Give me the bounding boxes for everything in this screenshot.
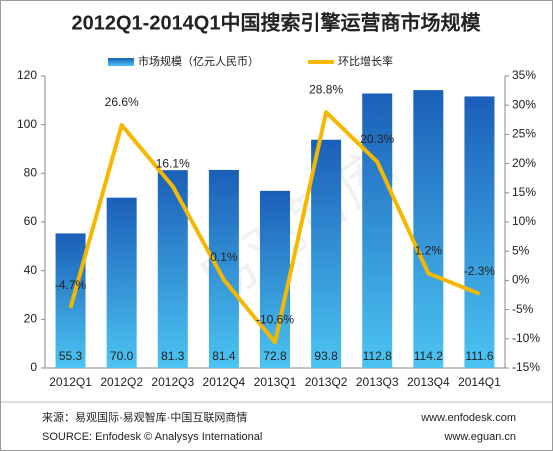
line-value-label: 26.6% [105, 95, 139, 109]
line [68, 110, 481, 345]
y2-tick-label: 0% [512, 273, 530, 287]
x-tick-label: 2014Q1 [458, 375, 501, 389]
url: www.eguan.cn [443, 431, 516, 443]
bar-value-label: 114.2 [414, 349, 443, 363]
bar-value-label: 81.3 [161, 349, 185, 363]
x-tick-label: 2012Q4 [203, 375, 246, 389]
line-value-label: 0.1% [210, 250, 238, 264]
x-tick-label: 2012Q3 [151, 375, 194, 389]
x-tick-label: 2013Q3 [356, 375, 399, 389]
x-tick-label: 2012Q2 [100, 375, 143, 389]
y2-tick-label: 10% [512, 214, 536, 228]
line-value-label: 1.2% [415, 244, 443, 258]
y-tick-label: 60 [24, 214, 38, 228]
y-tick-label: 120 [17, 68, 37, 82]
bar [106, 197, 137, 368]
x-tick-label: 2013Q1 [254, 375, 297, 389]
y2-tick-label: 15% [512, 185, 536, 199]
line-value-label: -4.7% [55, 278, 87, 292]
chart-title: 2012Q1-2014Q1中国搜索引擎运营商市场规模 [71, 10, 481, 34]
x-tick-label: 2012Q1 [49, 375, 92, 389]
legend-swatch [108, 58, 134, 66]
line-value-label: -10.6% [256, 312, 294, 326]
y2-tick-label: 25% [512, 127, 536, 141]
y2-tick-label: -15% [512, 360, 540, 374]
legend-label: 市场规模（亿元人民币） [138, 54, 259, 68]
y2-tick-label: 30% [512, 97, 536, 111]
bar [208, 169, 239, 368]
bar-value-label: 81.4 [212, 349, 236, 363]
line-value-label: 28.8% [309, 82, 343, 96]
source-cn: 来源：易观国际·易观智库·中国互联网商情 [42, 410, 247, 424]
y-tick-label: 40 [24, 263, 38, 277]
y-tick-label: 80 [24, 166, 38, 180]
y2-tick-label: 20% [512, 156, 536, 170]
bar [362, 93, 393, 369]
y2-tick-label: 35% [512, 68, 536, 82]
y-tick-label: 0 [30, 360, 37, 374]
bar [157, 170, 188, 368]
bar [311, 139, 342, 368]
url: www.enfodesk.com [420, 412, 516, 424]
bar-value-label: 112.8 [363, 349, 392, 363]
line-value-label: 20.3% [360, 132, 394, 146]
bar-value-label: 72.8 [263, 349, 287, 363]
bar-value-label: 111.6 [465, 349, 494, 363]
y2-tick-label: -10% [512, 331, 540, 345]
bar [413, 90, 444, 368]
y-tick-label: 20 [24, 312, 38, 326]
y-tick-label: 100 [17, 117, 37, 131]
bar-value-label: 93.8 [314, 349, 338, 363]
bar-value-label: 70.0 [110, 349, 134, 363]
line-value-label: 16.1% [156, 157, 190, 171]
x-tick-label: 2013Q2 [305, 375, 348, 389]
x-tick-label: 2013Q4 [407, 375, 450, 389]
bar [464, 96, 495, 368]
bar-value-label: 55.3 [59, 349, 83, 363]
y2-tick-label: -5% [512, 302, 534, 316]
line-value-label: -2.3% [464, 264, 496, 278]
legend-label: 环比增长率 [338, 54, 393, 68]
source-en: SOURCE: Enfodesk © Analysys Internationa… [42, 431, 262, 443]
y2-tick-label: 5% [512, 243, 530, 257]
